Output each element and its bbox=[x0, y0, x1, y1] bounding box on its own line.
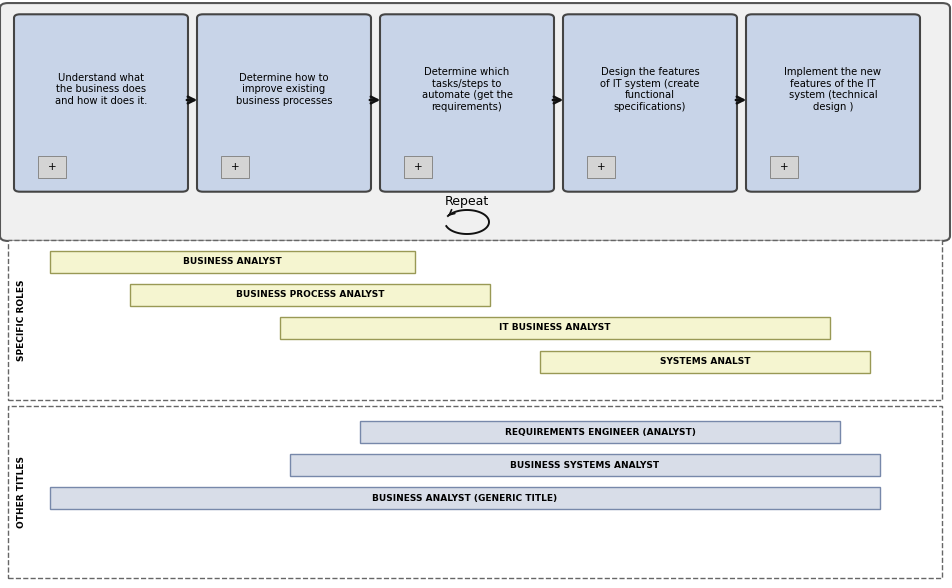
Text: Design the features
of IT system (create
functional
specifications): Design the features of IT system (create… bbox=[601, 67, 700, 112]
Text: SYSTEMS ANALST: SYSTEMS ANALST bbox=[660, 358, 750, 366]
Bar bbox=[8, 240, 942, 400]
Bar bbox=[290, 454, 880, 476]
Bar bbox=[540, 351, 870, 373]
FancyBboxPatch shape bbox=[563, 14, 737, 192]
Bar bbox=[50, 251, 415, 273]
Text: OTHER TITLES: OTHER TITLES bbox=[17, 456, 27, 528]
Text: BUSINESS ANALYST: BUSINESS ANALYST bbox=[183, 258, 282, 266]
Text: IT BUSINESS ANALYST: IT BUSINESS ANALYST bbox=[499, 323, 611, 332]
Bar bbox=[8, 406, 942, 578]
Text: +: + bbox=[414, 162, 423, 172]
Text: +: + bbox=[48, 162, 56, 172]
FancyBboxPatch shape bbox=[746, 14, 920, 192]
Text: +: + bbox=[780, 162, 788, 172]
Bar bbox=[50, 487, 880, 509]
Bar bbox=[770, 156, 798, 178]
Text: +: + bbox=[597, 162, 605, 172]
FancyBboxPatch shape bbox=[197, 14, 371, 192]
Bar bbox=[360, 421, 840, 443]
Text: Determine which
tasks/steps to
automate (get the
requirements): Determine which tasks/steps to automate … bbox=[422, 67, 512, 112]
Bar bbox=[38, 156, 66, 178]
Text: Determine how to
improve existing
business processes: Determine how to improve existing busine… bbox=[236, 73, 332, 106]
FancyBboxPatch shape bbox=[380, 14, 554, 192]
Text: Implement the new
features of the IT
system (technical
design ): Implement the new features of the IT sys… bbox=[784, 67, 882, 112]
Bar bbox=[587, 156, 615, 178]
Text: REQUIREMENTS ENGINEER (ANALYST): REQUIREMENTS ENGINEER (ANALYST) bbox=[505, 427, 696, 436]
Bar bbox=[404, 156, 432, 178]
Text: SPECIFIC ROLES: SPECIFIC ROLES bbox=[17, 279, 27, 361]
FancyBboxPatch shape bbox=[14, 14, 188, 192]
Bar bbox=[221, 156, 249, 178]
Text: BUSINESS ANALYST (GENERIC TITLE): BUSINESS ANALYST (GENERIC TITLE) bbox=[372, 493, 558, 503]
Bar bbox=[280, 317, 830, 339]
Text: +: + bbox=[230, 162, 239, 172]
Bar bbox=[130, 284, 490, 306]
Text: Understand what
the business does
and how it does it.: Understand what the business does and ho… bbox=[55, 73, 148, 106]
Text: BUSINESS PROCESS ANALYST: BUSINESS PROCESS ANALYST bbox=[236, 290, 385, 299]
Text: Repeat: Repeat bbox=[445, 195, 489, 208]
Text: BUSINESS SYSTEMS ANALYST: BUSINESS SYSTEMS ANALYST bbox=[510, 460, 660, 469]
FancyBboxPatch shape bbox=[0, 3, 950, 241]
